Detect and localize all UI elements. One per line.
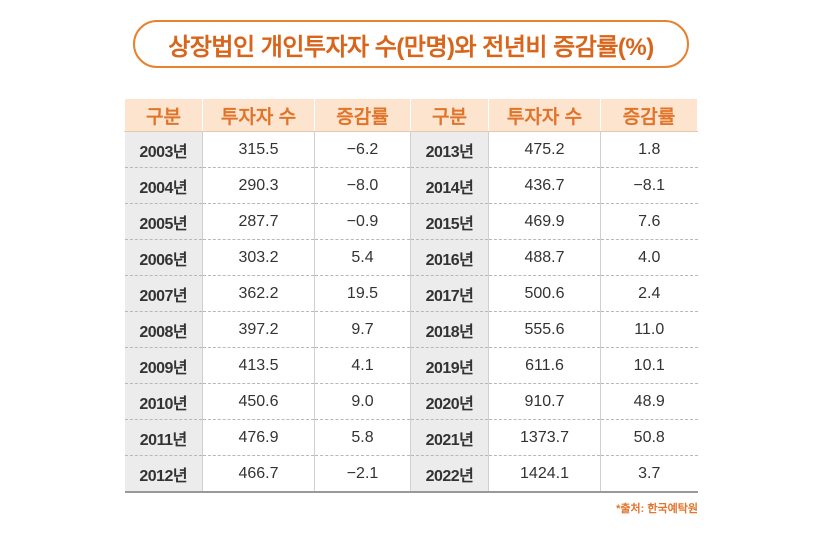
table-row: 2008년 397.2 9.7 2018년 555.6 11.0 (124, 311, 698, 348)
investors-cell: 469.9 (488, 203, 601, 240)
change-cell: 9.7 (314, 311, 411, 348)
year-cell: 2010년 (124, 383, 203, 420)
change-cell: 2.4 (600, 275, 698, 312)
year-cell: 2015년 (410, 203, 489, 240)
change-cell: 4.1 (314, 347, 411, 384)
change-cell: 5.8 (314, 419, 411, 456)
change-cell: −6.2 (314, 131, 411, 168)
change-cell: −0.9 (314, 203, 411, 240)
change-cell: 1.8 (600, 131, 698, 168)
change-cell: 5.4 (314, 239, 411, 276)
change-cell: −2.1 (314, 455, 411, 493)
year-cell: 2021년 (410, 419, 489, 456)
chart-title: 상장법인 개인투자자 수(만명)와 전년비 증감률(%) (133, 20, 689, 68)
year-cell: 2018년 (410, 311, 489, 348)
header-investors-1: 투자자 수 (202, 99, 315, 132)
change-cell: 9.0 (314, 383, 411, 420)
header-change-2: 증감률 (600, 99, 698, 132)
change-cell: 3.7 (600, 455, 698, 493)
year-cell: 2020년 (410, 383, 489, 420)
change-cell: 11.0 (600, 311, 698, 348)
investors-cell: 476.9 (202, 419, 315, 456)
investors-cell: 555.6 (488, 311, 601, 348)
investors-cell: 1424.1 (488, 455, 601, 493)
table-body: 2003년 315.5 −6.2 2013년 475.2 1.8 2004년 290.3 −8.… (124, 131, 698, 493)
header-change-1: 증감률 (314, 99, 411, 132)
change-cell: 4.0 (600, 239, 698, 276)
year-cell: 2019년 (410, 347, 489, 384)
data-table: 구분 투자자 수 증감률 구분 투자자 수 증감률 2003년 315.5 −6.2… (124, 99, 698, 493)
table-row: 2007년 362.2 19.5 2017년 500.6 2.4 (124, 275, 698, 312)
year-cell: 2014년 (410, 167, 489, 204)
investors-cell: 500.6 (488, 275, 601, 312)
header-period-2: 구분 (410, 99, 489, 132)
table-row: 2006년 303.2 5.4 2016년 488.7 4.0 (124, 239, 698, 276)
investors-cell: 287.7 (202, 203, 315, 240)
investors-cell: 315.5 (202, 131, 315, 168)
investors-cell: 450.6 (202, 383, 315, 420)
investors-cell: 611.6 (488, 347, 601, 384)
year-cell: 2016년 (410, 239, 489, 276)
year-cell: 2012년 (124, 455, 203, 493)
table-row: 2009년 413.5 4.1 2019년 611.6 10.1 (124, 347, 698, 384)
change-cell: −8.1 (600, 167, 698, 204)
investors-cell: 910.7 (488, 383, 601, 420)
year-cell: 2011년 (124, 419, 203, 456)
year-cell: 2009년 (124, 347, 203, 384)
source-note: *출처: 한국예탁원 (616, 503, 698, 515)
year-cell: 2006년 (124, 239, 203, 276)
change-cell: −8.0 (314, 167, 411, 204)
investors-cell: 362.2 (202, 275, 315, 312)
investors-cell: 475.2 (488, 131, 601, 168)
table-row: 2010년 450.6 9.0 2020년 910.7 48.9 (124, 383, 698, 420)
table-row: 2004년 290.3 −8.0 2014년 436.7 −8.1 (124, 167, 698, 204)
change-cell: 48.9 (600, 383, 698, 420)
year-cell: 2022년 (410, 455, 489, 493)
change-cell: 50.8 (600, 419, 698, 456)
investors-cell: 397.2 (202, 311, 315, 348)
investors-cell: 303.2 (202, 239, 315, 276)
investors-cell: 1373.7 (488, 419, 601, 456)
header-period-1: 구분 (124, 99, 203, 132)
investors-cell: 290.3 (202, 167, 315, 204)
header-investors-2: 투자자 수 (488, 99, 601, 132)
table-row: 2011년 476.9 5.8 2021년 1373.7 50.8 (124, 419, 698, 456)
table-row: 2005년 287.7 −0.9 2015년 469.9 7.6 (124, 203, 698, 240)
year-cell: 2005년 (124, 203, 203, 240)
year-cell: 2008년 (124, 311, 203, 348)
table-row: 2012년 466.7 −2.1 2022년 1424.1 3.7 (124, 455, 698, 493)
investors-cell: 436.7 (488, 167, 601, 204)
year-cell: 2017년 (410, 275, 489, 312)
year-cell: 2004년 (124, 167, 203, 204)
investors-cell: 413.5 (202, 347, 315, 384)
investors-cell: 488.7 (488, 239, 601, 276)
change-cell: 7.6 (600, 203, 698, 240)
year-cell: 2013년 (410, 131, 489, 168)
table-header-row: 구분 투자자 수 증감률 구분 투자자 수 증감률 (124, 99, 698, 132)
investors-cell: 466.7 (202, 455, 315, 493)
year-cell: 2007년 (124, 275, 203, 312)
change-cell: 10.1 (600, 347, 698, 384)
year-cell: 2003년 (124, 131, 203, 168)
change-cell: 19.5 (314, 275, 411, 312)
table-row: 2003년 315.5 −6.2 2013년 475.2 1.8 (124, 131, 698, 168)
